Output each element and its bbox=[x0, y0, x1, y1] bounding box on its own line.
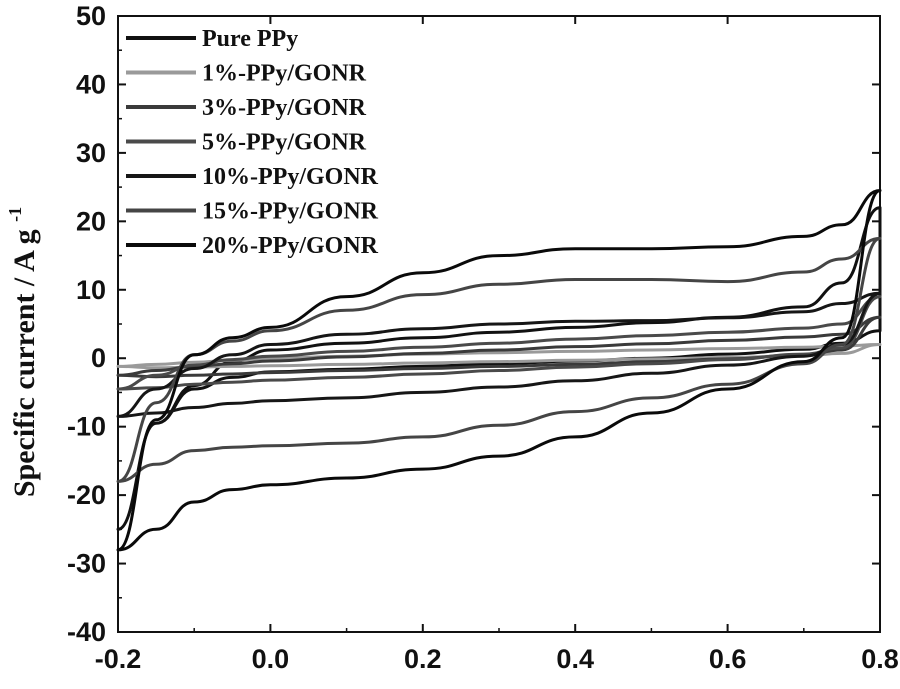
series-line-6 bbox=[116, 189, 882, 552]
y-tick-label: -30 bbox=[67, 549, 106, 579]
y-tick-label: 30 bbox=[76, 138, 106, 168]
legend-label-6: 20%-PPy/GONR bbox=[202, 233, 379, 259]
x-tick-label: -0.2 bbox=[95, 644, 142, 674]
y-tick-label: -40 bbox=[67, 617, 106, 647]
series-line-5 bbox=[116, 236, 882, 483]
y-tick-label: -20 bbox=[67, 480, 106, 510]
series-line-2 bbox=[116, 315, 882, 379]
y-tick-label: -10 bbox=[67, 412, 106, 442]
y-tick-label: 0 bbox=[91, 343, 106, 373]
series-line-3 bbox=[116, 295, 882, 391]
x-tick-label: 0.8 bbox=[861, 644, 899, 674]
legend-label-0: Pure PPy bbox=[202, 26, 298, 52]
legend-label-1: 1%-PPy/GONR bbox=[202, 61, 367, 87]
series-line-1 bbox=[116, 343, 882, 370]
legend-label-4: 10%-PPy/GONR bbox=[202, 164, 379, 190]
y-tick-label: 40 bbox=[76, 69, 106, 99]
x-tick-label: 0.6 bbox=[709, 644, 747, 674]
legend-label-5: 15%-PPy/GONR bbox=[202, 199, 379, 225]
x-tick-label: 0.2 bbox=[404, 644, 442, 674]
y-tick-label: 20 bbox=[76, 206, 106, 236]
y-tick-label: 10 bbox=[76, 275, 106, 305]
series-line-4 bbox=[116, 291, 882, 418]
y-tick-label: 50 bbox=[76, 1, 106, 31]
legend-label-3: 5%-PPy/GONR bbox=[202, 130, 367, 156]
legend-label-2: 3%-PPy/GONR bbox=[202, 95, 367, 121]
y-axis-title-superscript: -1 bbox=[5, 207, 25, 222]
x-tick-label: 0.4 bbox=[556, 644, 594, 674]
x-tick-label: 0.0 bbox=[252, 644, 290, 674]
y-axis-title-main: Specific current / A g bbox=[8, 229, 41, 497]
y-axis-title: Specific current / A g -1 bbox=[5, 207, 41, 497]
